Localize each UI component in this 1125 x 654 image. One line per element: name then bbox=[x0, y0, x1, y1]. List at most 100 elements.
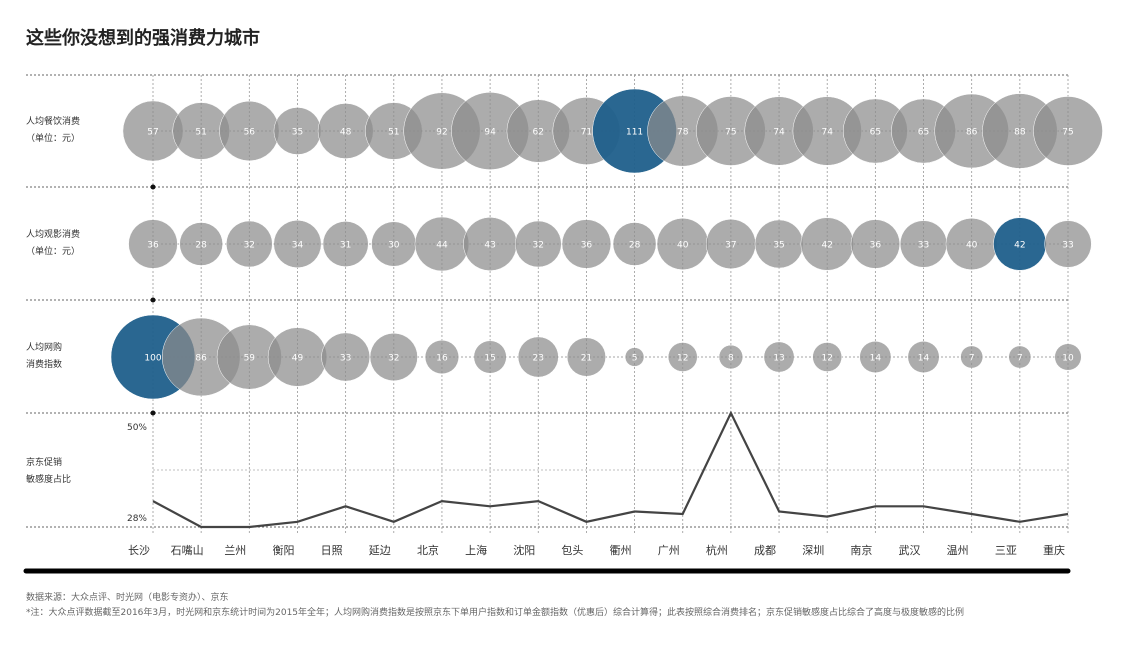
row-label: 人均餐饮消费 bbox=[26, 115, 80, 127]
bubble-value-label: 43 bbox=[484, 241, 495, 251]
bubble bbox=[322, 221, 369, 267]
bubble bbox=[667, 342, 698, 372]
bubble bbox=[812, 342, 843, 372]
bubble-value-label: 30 bbox=[388, 241, 400, 251]
bubble-value-label: 33 bbox=[340, 354, 351, 364]
city-label: 重庆 bbox=[1043, 543, 1065, 557]
bubble-value-label: 35 bbox=[773, 241, 784, 251]
bubble-value-label: 36 bbox=[581, 241, 593, 251]
city-label: 温州 bbox=[947, 544, 969, 557]
row-marker bbox=[150, 410, 156, 416]
bubble bbox=[960, 345, 984, 369]
bubble-value-label: 23 bbox=[533, 354, 544, 364]
bubble bbox=[624, 347, 645, 367]
bubble-value-label: 12 bbox=[821, 354, 832, 364]
row-label: 消费指数 bbox=[26, 358, 62, 370]
bubble-value-label: 74 bbox=[773, 128, 785, 138]
row-label: 人均网购 bbox=[26, 341, 62, 353]
bubble-value-label: 65 bbox=[918, 128, 929, 138]
bubble bbox=[473, 340, 507, 374]
city-label: 深圳 bbox=[802, 544, 824, 557]
bubble bbox=[1054, 343, 1082, 371]
bubble-value-label: 8 bbox=[728, 354, 734, 364]
bubble bbox=[718, 344, 744, 370]
bubble-value-label: 40 bbox=[677, 241, 689, 251]
city-label: 广州 bbox=[658, 544, 680, 557]
bubble bbox=[128, 219, 178, 269]
page-title: 这些你没想到的强消费力城市 bbox=[26, 28, 260, 49]
city-label: 沈阳 bbox=[513, 543, 535, 557]
bubble-value-label: 71 bbox=[581, 128, 592, 138]
bubble-value-label: 86 bbox=[966, 128, 978, 138]
y-tick-label: 50% bbox=[127, 423, 147, 433]
city-label: 衡阳 bbox=[272, 544, 294, 557]
bubble bbox=[321, 332, 371, 382]
bubble-value-label: 111 bbox=[626, 128, 643, 138]
city-label: 杭州 bbox=[706, 543, 728, 557]
bubble-value-label: 42 bbox=[1014, 241, 1025, 251]
footer-source: 数据来源：大众点评、时光网（电影专资办）、京东 bbox=[26, 593, 229, 603]
bubble-value-label: 51 bbox=[195, 128, 206, 138]
bubble-value-label: 100 bbox=[144, 354, 161, 364]
bubble bbox=[612, 222, 657, 266]
footer-note: *注：大众点评数据截至2016年3月，时光网和京东统计时间为2015年全年；人均… bbox=[26, 608, 965, 618]
bubble bbox=[517, 336, 559, 378]
bubble-value-label: 75 bbox=[1062, 128, 1073, 138]
row-label: 人均观影消费 bbox=[26, 228, 80, 240]
bubble-value-label: 36 bbox=[147, 241, 159, 251]
city-label: 成都 bbox=[754, 544, 776, 557]
city-label: 长沙 bbox=[128, 544, 150, 557]
bubble-value-label: 92 bbox=[436, 128, 447, 138]
bubble-value-label: 44 bbox=[436, 241, 448, 251]
bubble-value-label: 88 bbox=[1014, 128, 1026, 138]
bubble-value-label: 40 bbox=[966, 241, 978, 251]
row-label: （单位：元） bbox=[26, 132, 80, 144]
bubble bbox=[514, 220, 562, 268]
bubble bbox=[859, 341, 892, 373]
city-label: 延边 bbox=[369, 544, 391, 557]
y-tick-label: 28% bbox=[127, 514, 147, 524]
bubble bbox=[273, 220, 322, 268]
row-marker bbox=[150, 184, 156, 190]
bubble-value-label: 74 bbox=[821, 128, 833, 138]
bubble bbox=[424, 339, 459, 375]
bubble bbox=[369, 332, 418, 382]
bubble-value-label: 15 bbox=[484, 354, 495, 364]
bubble bbox=[763, 341, 795, 373]
bubble bbox=[561, 219, 612, 269]
sensitivity-line bbox=[152, 410, 1069, 529]
city-label: 三亚 bbox=[995, 544, 1017, 557]
bubble-value-label: 86 bbox=[195, 354, 207, 364]
bubble-value-label: 13 bbox=[773, 354, 784, 364]
bubble-value-label: 33 bbox=[918, 241, 929, 251]
bubble-value-label: 59 bbox=[244, 354, 256, 364]
bubble-value-label: 16 bbox=[436, 354, 448, 364]
bubble-value-label: 32 bbox=[388, 354, 399, 364]
bubble-value-label: 36 bbox=[870, 241, 882, 251]
city-label: 南京 bbox=[850, 543, 872, 557]
bubble-value-label: 51 bbox=[388, 128, 399, 138]
city-label: 兰州 bbox=[224, 544, 246, 557]
bubble-value-label: 35 bbox=[292, 128, 303, 138]
bubble bbox=[226, 220, 273, 268]
bubble-value-label: 32 bbox=[244, 241, 255, 251]
bubble-value-label: 32 bbox=[533, 241, 544, 251]
bubble-value-label: 7 bbox=[1017, 354, 1023, 364]
bubble-value-label: 48 bbox=[340, 128, 352, 138]
bubble-value-label: 31 bbox=[340, 241, 351, 251]
bubble-value-label: 75 bbox=[725, 128, 736, 138]
bubble bbox=[1008, 345, 1032, 369]
bubble-value-label: 65 bbox=[870, 128, 881, 138]
city-label: 衢州 bbox=[610, 544, 632, 557]
bubble-value-label: 28 bbox=[629, 241, 641, 251]
line-label: 敏感度占比 bbox=[26, 473, 71, 485]
bubble bbox=[179, 222, 223, 266]
bubble-value-label: 5 bbox=[632, 354, 638, 364]
bubble-value-label: 57 bbox=[147, 128, 158, 138]
row-label: （单位：元） bbox=[26, 245, 80, 257]
bubble bbox=[1044, 220, 1092, 268]
bubble-value-label: 37 bbox=[725, 241, 736, 251]
city-label: 武汉 bbox=[899, 544, 921, 557]
bubble-value-label: 14 bbox=[870, 354, 882, 364]
